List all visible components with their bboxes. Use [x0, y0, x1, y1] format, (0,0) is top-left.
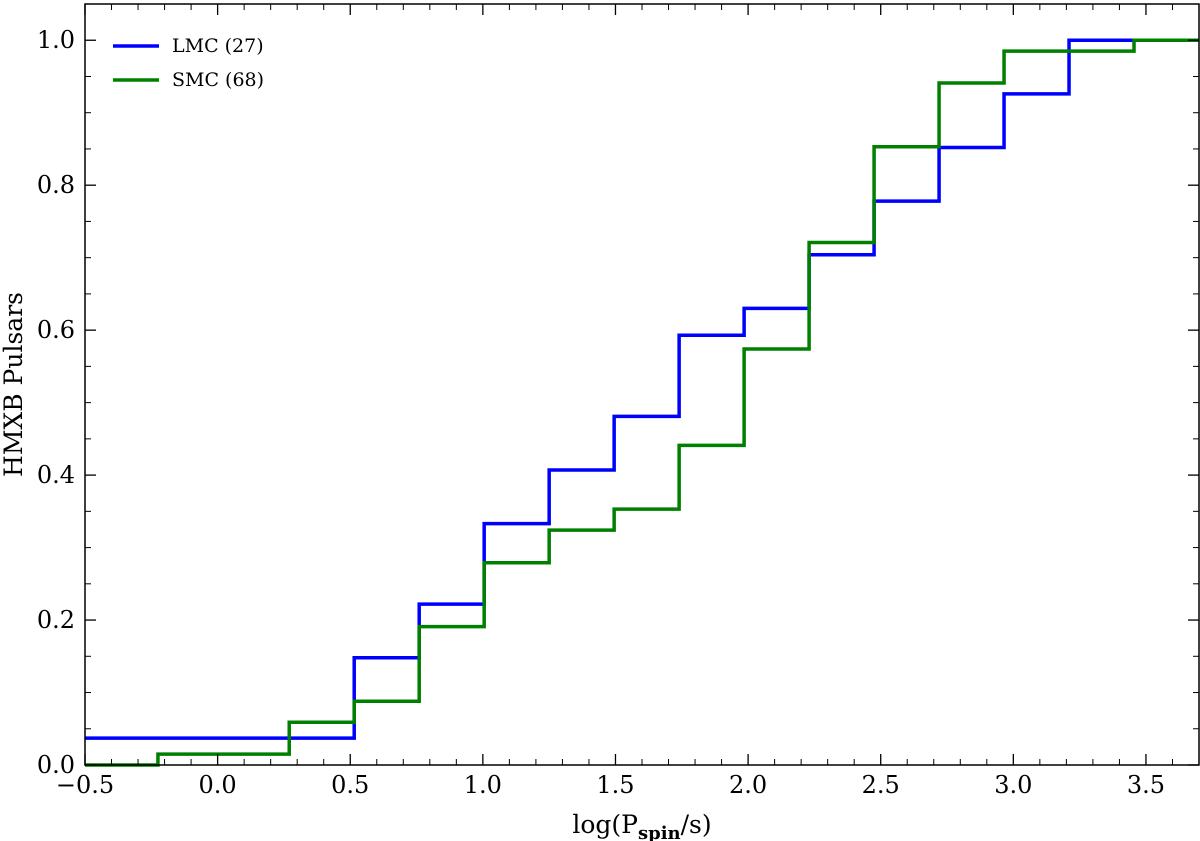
series-line-lmc: [85, 38, 1199, 740]
x-tick-label: 2.5: [862, 771, 900, 799]
x-tick-label: 3.5: [1127, 771, 1165, 799]
y-tick-label: 0.0: [37, 751, 75, 779]
y-tick-label: 0.4: [37, 461, 75, 489]
x-tick-label: 0.5: [331, 771, 369, 799]
y-tick-label: 0.2: [37, 606, 75, 634]
y-tick-label: 0.8: [37, 171, 75, 199]
plot-frame: [84, 3, 1200, 766]
legend-label: LMC (27): [172, 35, 264, 57]
x-axis-label-subscript: spin: [638, 823, 681, 841]
x-tick-label: −0.5: [56, 771, 114, 799]
x-tick-label: 3.0: [994, 771, 1032, 799]
x-tick-label: 0.0: [199, 771, 237, 799]
x-axis-label: log(Pspin/s): [572, 810, 711, 841]
series-line-smc: [85, 38, 1199, 767]
x-tick-label: 1.0: [464, 771, 502, 799]
series-layer: [85, 38, 1199, 767]
y-tick-label: 0.6: [37, 316, 75, 344]
x-tick-label: 1.5: [596, 771, 634, 799]
legend: LMC (27) SMC (68): [113, 35, 264, 91]
x-axis-label-prefix: log(P: [572, 810, 638, 839]
y-axis-label: HMXB Pulsars: [0, 292, 28, 477]
legend-label: SMC (68): [172, 69, 264, 91]
y-tick-label: 1.0: [37, 26, 75, 54]
x-tick-label: 2.0: [729, 771, 767, 799]
ticks-layer: −0.5 0.0 0.5 1.0 1.5 2.0 2.5 3.0 3.50.00.20.40.6…: [37, 3, 1200, 799]
x-axis-label-suffix: /s): [681, 810, 712, 839]
